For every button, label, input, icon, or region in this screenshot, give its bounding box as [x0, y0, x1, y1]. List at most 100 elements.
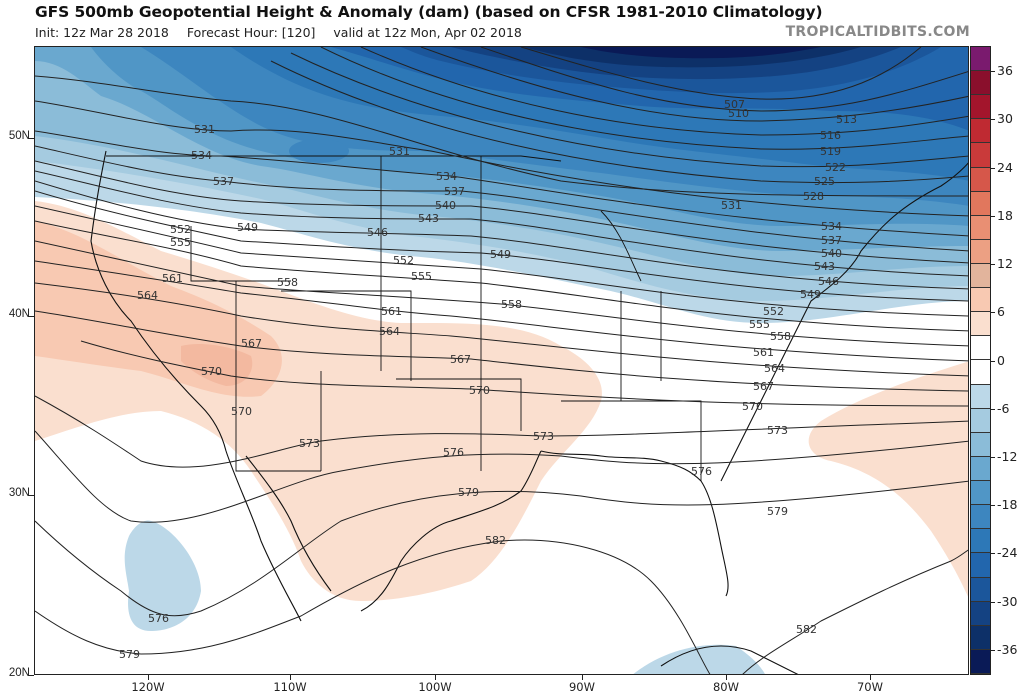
svg-text:552: 552	[763, 305, 784, 318]
svg-text:579: 579	[767, 505, 788, 518]
colorbar-label: -24	[997, 545, 1018, 561]
svg-text:528: 528	[803, 190, 824, 203]
lon-tick	[435, 675, 436, 680]
svg-text:579: 579	[119, 648, 140, 661]
colorbar-label: 12	[997, 256, 1013, 272]
svg-text:531: 531	[389, 145, 410, 158]
svg-text:582: 582	[485, 534, 506, 547]
colorbar-segment	[971, 625, 990, 650]
colorbar-tick	[991, 601, 995, 603]
colorbar-segment	[971, 119, 990, 144]
colorbar-segment	[971, 191, 990, 216]
colorbar-tick	[991, 649, 995, 651]
svg-text:552: 552	[170, 223, 191, 236]
colorbar-segment	[971, 529, 990, 554]
colorbar-label: 24	[997, 159, 1013, 175]
colorbar-segment	[971, 336, 990, 361]
svg-text:525: 525	[814, 175, 835, 188]
colorbar-label: -12	[997, 448, 1018, 464]
svg-text:552: 552	[393, 254, 414, 267]
lon-tick	[582, 675, 583, 680]
chart-subtitle: Init: 12z Mar 28 2018 Forecast Hour: [12…	[35, 25, 536, 40]
svg-text:549: 549	[800, 288, 821, 301]
svg-text:570: 570	[231, 405, 252, 418]
svg-text:555: 555	[170, 236, 191, 249]
svg-text:531: 531	[721, 199, 742, 212]
svg-text:543: 543	[814, 260, 835, 273]
lon-tick	[148, 675, 149, 680]
colorbar-segment	[971, 143, 990, 168]
svg-text:576: 576	[148, 612, 169, 625]
svg-text:570: 570	[201, 365, 222, 378]
svg-text:582: 582	[796, 623, 817, 636]
height-contours	[35, 47, 968, 674]
colorbar-segment	[971, 312, 990, 337]
colorbar-segment	[971, 215, 990, 240]
svg-text:579: 579	[458, 486, 479, 499]
colorbar-tick	[991, 360, 995, 362]
svg-text:537: 537	[213, 175, 234, 188]
colorbar-segment	[971, 167, 990, 192]
colorbar-label: 30	[997, 111, 1013, 127]
weak-negative-anomaly-fill	[124, 520, 765, 674]
lat-label-30n: 30N	[8, 487, 30, 499]
svg-text:534: 534	[821, 220, 842, 233]
svg-text:534: 534	[436, 170, 457, 183]
lon-label-100w: 100W	[418, 680, 452, 694]
colorbar-tick	[991, 71, 995, 73]
svg-text:570: 570	[742, 400, 763, 413]
lon-label-120w: 120W	[131, 680, 165, 694]
colorbar-segment	[971, 481, 990, 506]
init-time: Init: 12z Mar 28 2018	[35, 25, 169, 40]
svg-text:549: 549	[237, 221, 258, 234]
svg-text:540: 540	[435, 199, 456, 212]
svg-text:576: 576	[691, 465, 712, 478]
svg-text:507: 507	[724, 98, 745, 111]
svg-text:510: 510	[728, 107, 749, 120]
colorbar-tick	[991, 264, 995, 266]
contour-labels: 507 510 513 516 519 522 525 528 531 531 …	[119, 98, 857, 661]
svg-text:531: 531	[194, 123, 215, 136]
colorbar-tick	[991, 312, 995, 314]
svg-text:549: 549	[490, 248, 511, 261]
svg-text:564: 564	[137, 289, 158, 302]
colorbar-segment	[971, 71, 990, 96]
colorbar-segment	[971, 288, 990, 313]
svg-text:558: 558	[501, 298, 522, 311]
colorbar-segment	[971, 264, 990, 289]
svg-text:555: 555	[411, 270, 432, 283]
colorbar-segment	[971, 553, 990, 578]
lat-tick	[29, 495, 34, 496]
lat-tick	[29, 316, 34, 317]
lon-tick	[870, 675, 871, 680]
colorbar-label: 0	[997, 352, 1005, 368]
colorbar	[970, 46, 991, 675]
svg-text:537: 537	[444, 185, 465, 198]
svg-text:558: 558	[277, 276, 298, 289]
svg-text:546: 546	[367, 226, 388, 239]
colorbar-segment	[971, 649, 990, 674]
lon-label-90w: 90W	[568, 680, 595, 694]
colorbar-label: 18	[997, 207, 1013, 223]
colorbar-label: -30	[997, 593, 1018, 609]
svg-text:567: 567	[753, 380, 774, 393]
svg-text:567: 567	[450, 353, 471, 366]
colorbar-segment	[971, 384, 990, 409]
colorbar-segment	[971, 47, 990, 72]
colorbar-label: 6	[997, 304, 1005, 320]
lat-label-20n: 20N	[8, 667, 30, 679]
coastlines-borders	[90, 150, 968, 674]
map-svg: 507 510 513 516 519 522 525 528 531 531 …	[35, 47, 968, 674]
chart-title: GFS 500mb Geopotential Height & Anomaly …	[35, 3, 823, 21]
svg-text:513: 513	[836, 113, 857, 126]
colorbar-segment	[971, 360, 990, 385]
colorbar-label: 36	[997, 63, 1013, 79]
svg-text:516: 516	[820, 129, 841, 142]
svg-text:558: 558	[770, 330, 791, 343]
lon-label-70w: 70W	[856, 680, 883, 694]
colorbar-tick	[991, 167, 995, 169]
lon-label-80w: 80W	[712, 680, 739, 694]
colorbar-tick	[991, 553, 995, 555]
svg-text:561: 561	[753, 346, 774, 359]
colorbar-tick	[991, 456, 995, 458]
